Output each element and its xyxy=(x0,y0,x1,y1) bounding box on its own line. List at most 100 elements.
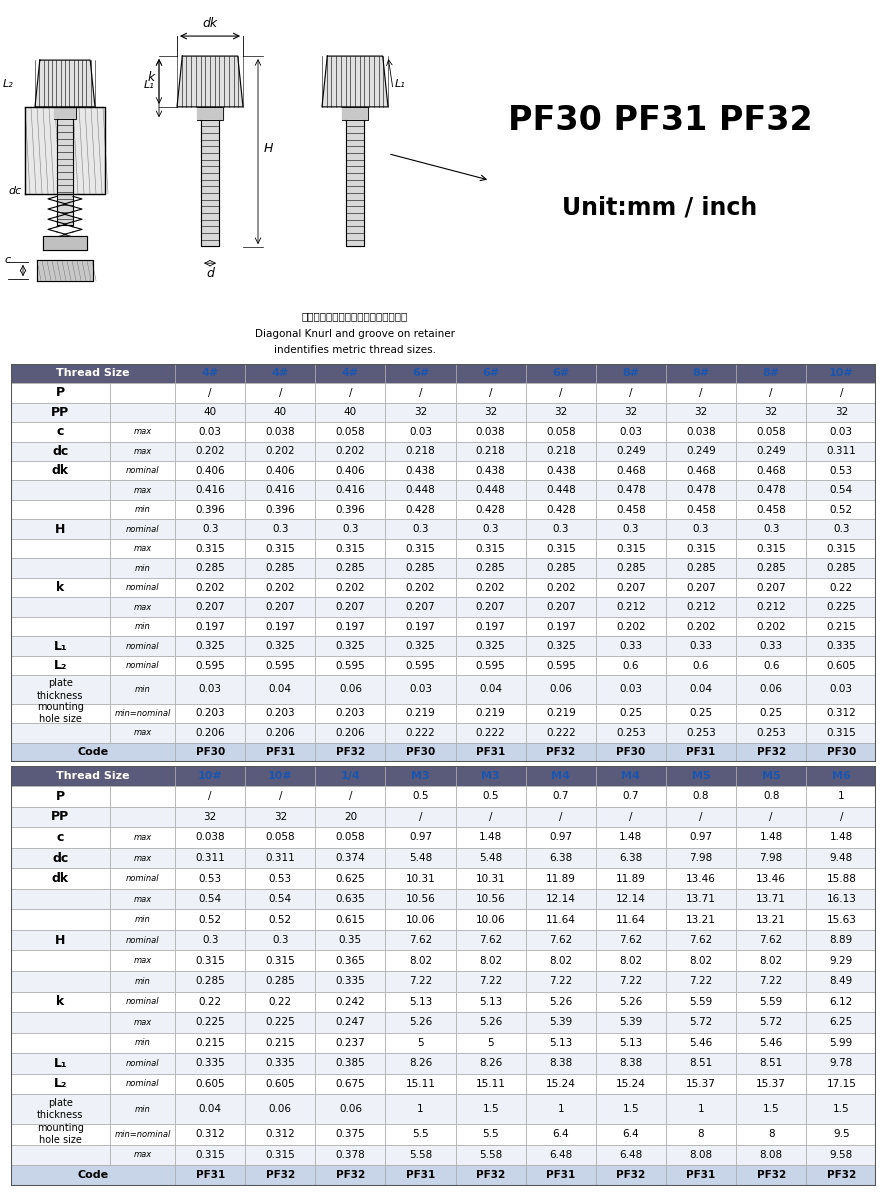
Bar xyxy=(315,578,385,598)
Bar xyxy=(385,1054,455,1074)
Bar xyxy=(735,558,805,578)
Bar xyxy=(735,1145,805,1165)
Bar xyxy=(735,1094,805,1124)
Text: 0.247: 0.247 xyxy=(335,1018,365,1027)
Text: 0.25: 0.25 xyxy=(618,708,641,719)
Text: 0.605: 0.605 xyxy=(826,660,855,671)
Text: 0.253: 0.253 xyxy=(756,727,785,738)
Text: 5.39: 5.39 xyxy=(548,1018,571,1027)
Bar xyxy=(455,950,525,971)
Bar xyxy=(11,676,110,703)
Bar xyxy=(11,950,110,971)
Bar xyxy=(595,703,665,724)
Text: 0.285: 0.285 xyxy=(195,563,225,574)
Text: 8.08: 8.08 xyxy=(688,1150,711,1159)
Text: 0.458: 0.458 xyxy=(756,505,785,515)
Text: /: / xyxy=(768,812,772,822)
Text: nominal: nominal xyxy=(126,524,159,534)
Bar xyxy=(805,617,875,636)
Text: 5.13: 5.13 xyxy=(408,997,431,1007)
Polygon shape xyxy=(54,107,76,119)
Bar xyxy=(11,806,110,827)
Polygon shape xyxy=(43,236,87,250)
Text: 0.3: 0.3 xyxy=(692,524,709,534)
Bar xyxy=(245,971,315,991)
Text: 0.3: 0.3 xyxy=(622,524,639,534)
Text: 0.458: 0.458 xyxy=(616,505,645,515)
Text: PF32: PF32 xyxy=(826,1170,855,1181)
Text: nominal: nominal xyxy=(126,642,159,650)
Bar xyxy=(525,1074,595,1094)
Text: 0.285: 0.285 xyxy=(545,563,575,574)
Text: 10.31: 10.31 xyxy=(475,874,505,883)
Text: 0.97: 0.97 xyxy=(408,833,431,842)
Text: 0.6: 0.6 xyxy=(692,660,709,671)
Bar xyxy=(665,1165,735,1186)
Text: 0.615: 0.615 xyxy=(335,914,365,925)
Text: 8.02: 8.02 xyxy=(758,955,781,966)
Text: 0.25: 0.25 xyxy=(688,708,711,719)
Text: 0.458: 0.458 xyxy=(686,505,715,515)
Bar xyxy=(385,1124,455,1145)
Bar xyxy=(245,558,315,578)
Text: 0.207: 0.207 xyxy=(195,602,225,612)
Bar xyxy=(110,676,175,703)
Bar xyxy=(175,724,245,743)
Bar xyxy=(11,617,110,636)
Text: 0.625: 0.625 xyxy=(335,874,365,883)
Text: 0.058: 0.058 xyxy=(756,427,785,437)
Text: PP: PP xyxy=(51,406,69,419)
Bar xyxy=(735,1032,805,1054)
Text: 10#: 10# xyxy=(198,770,222,781)
Bar xyxy=(805,1032,875,1054)
Text: 8.38: 8.38 xyxy=(618,1058,641,1068)
Text: /: / xyxy=(838,812,842,822)
Bar xyxy=(525,910,595,930)
Bar xyxy=(315,889,385,910)
Bar xyxy=(245,910,315,930)
Text: 0.428: 0.428 xyxy=(545,505,575,515)
Bar xyxy=(595,520,665,539)
Text: 0.202: 0.202 xyxy=(265,583,295,593)
Bar xyxy=(735,806,805,827)
Bar xyxy=(110,950,175,971)
Text: 10.06: 10.06 xyxy=(475,914,505,925)
Bar xyxy=(595,766,665,786)
Bar xyxy=(595,743,665,762)
Bar xyxy=(665,676,735,703)
Bar xyxy=(595,889,665,910)
Bar xyxy=(525,971,595,991)
Bar xyxy=(525,806,595,827)
Bar xyxy=(455,786,525,806)
Text: 0.03: 0.03 xyxy=(618,427,641,437)
Text: 5.72: 5.72 xyxy=(758,1018,782,1027)
Text: PF32: PF32 xyxy=(756,748,785,757)
Bar xyxy=(385,656,455,676)
Bar xyxy=(315,743,385,762)
Text: 0.212: 0.212 xyxy=(756,602,785,612)
Bar xyxy=(665,442,735,461)
Text: 0.03: 0.03 xyxy=(198,427,222,437)
Polygon shape xyxy=(177,56,243,107)
Bar xyxy=(595,636,665,656)
Bar xyxy=(110,598,175,617)
Bar xyxy=(385,461,455,480)
Bar xyxy=(175,869,245,889)
Text: 0.605: 0.605 xyxy=(265,1079,295,1088)
Text: 4#: 4# xyxy=(271,368,289,378)
Text: L₂: L₂ xyxy=(3,79,13,89)
Text: c: c xyxy=(5,256,11,265)
Text: 0.365: 0.365 xyxy=(335,955,365,966)
Bar xyxy=(175,578,245,598)
Bar xyxy=(385,636,455,656)
Text: dc: dc xyxy=(52,852,68,864)
Bar xyxy=(175,617,245,636)
Text: 40: 40 xyxy=(204,407,216,418)
Bar xyxy=(11,578,110,598)
Text: 8.26: 8.26 xyxy=(478,1058,501,1068)
Bar xyxy=(735,724,805,743)
Bar xyxy=(525,1165,595,1186)
Text: 1.48: 1.48 xyxy=(618,833,641,842)
Bar xyxy=(805,636,875,656)
Bar xyxy=(665,656,735,676)
